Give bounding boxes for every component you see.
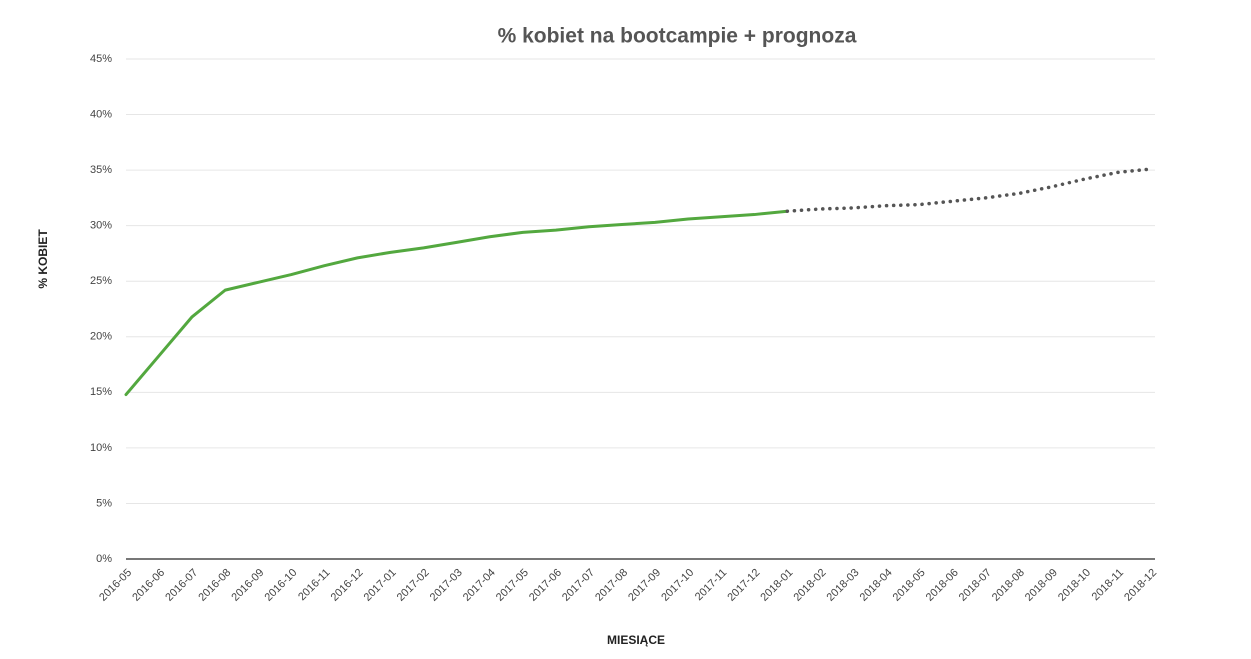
- x-tick-label: 2018-11: [1090, 567, 1126, 603]
- x-tick-label: 2018-02: [791, 567, 828, 604]
- x-tick-label: 2016-09: [229, 567, 266, 604]
- x-tick-label: 2017-07: [560, 567, 597, 604]
- x-tick-label: 2017-12: [725, 567, 762, 604]
- x-tick-label: 2018-09: [1023, 567, 1060, 604]
- y-tick-label: 0%: [96, 553, 112, 565]
- x-tick-label: 2016-05: [97, 567, 134, 604]
- y-tick-label: 15%: [90, 386, 112, 398]
- x-tick-label: 2017-04: [461, 567, 498, 604]
- y-tick-label: 40%: [90, 108, 112, 120]
- x-tick-label: 2018-06: [924, 567, 961, 604]
- y-tick-label: 25%: [90, 275, 112, 287]
- x-tick-label: 2018-08: [990, 567, 1027, 604]
- x-tick-label: 2018-04: [858, 567, 895, 604]
- x-tick-label: 2016-07: [163, 567, 200, 604]
- x-tick-label: 2017-11: [693, 567, 729, 603]
- x-tick-label: 2017-10: [659, 567, 696, 604]
- y-tick-label: 20%: [90, 331, 112, 343]
- x-tick-label: 2017-03: [428, 567, 465, 604]
- x-tick-label: 2018-10: [1056, 567, 1093, 604]
- chart-title: % kobiet na bootcampie + prognoza: [498, 25, 857, 48]
- x-tick-label: 2018-07: [957, 567, 994, 604]
- x-tick-label: 2017-08: [593, 567, 630, 604]
- x-tick-label: 2018-05: [891, 567, 928, 604]
- y-axis-title: % KOBIET: [36, 229, 50, 289]
- y-tick-label: 30%: [90, 220, 112, 232]
- series-line: [785, 167, 1153, 213]
- y-tick-label: 5%: [96, 497, 112, 509]
- x-tick-label: 2017-01: [362, 567, 399, 604]
- x-tick-label: 2016-11: [296, 567, 332, 603]
- x-tick-label: 2018-12: [1122, 567, 1159, 604]
- x-axis-title: MIESIĄCE: [607, 633, 665, 647]
- x-tick-label: 2017-06: [527, 567, 564, 604]
- x-tick-label: 2016-06: [130, 567, 167, 604]
- x-tick-label: 2018-01: [758, 567, 795, 604]
- y-tick-label: 45%: [90, 53, 112, 65]
- x-tick-label: 2016-12: [329, 567, 366, 604]
- x-tick-label: 2017-09: [626, 567, 663, 604]
- x-tick-label: 2017-02: [395, 567, 432, 604]
- x-tick-label: 2016-10: [262, 567, 299, 604]
- y-tick-label: 10%: [90, 442, 112, 454]
- x-tick-label: 2016-08: [196, 567, 233, 604]
- y-tick-label: 35%: [90, 164, 112, 176]
- series-line: [124, 209, 789, 397]
- x-tick-label: 2018-03: [825, 567, 862, 604]
- x-tick-label: 2017-05: [494, 567, 531, 604]
